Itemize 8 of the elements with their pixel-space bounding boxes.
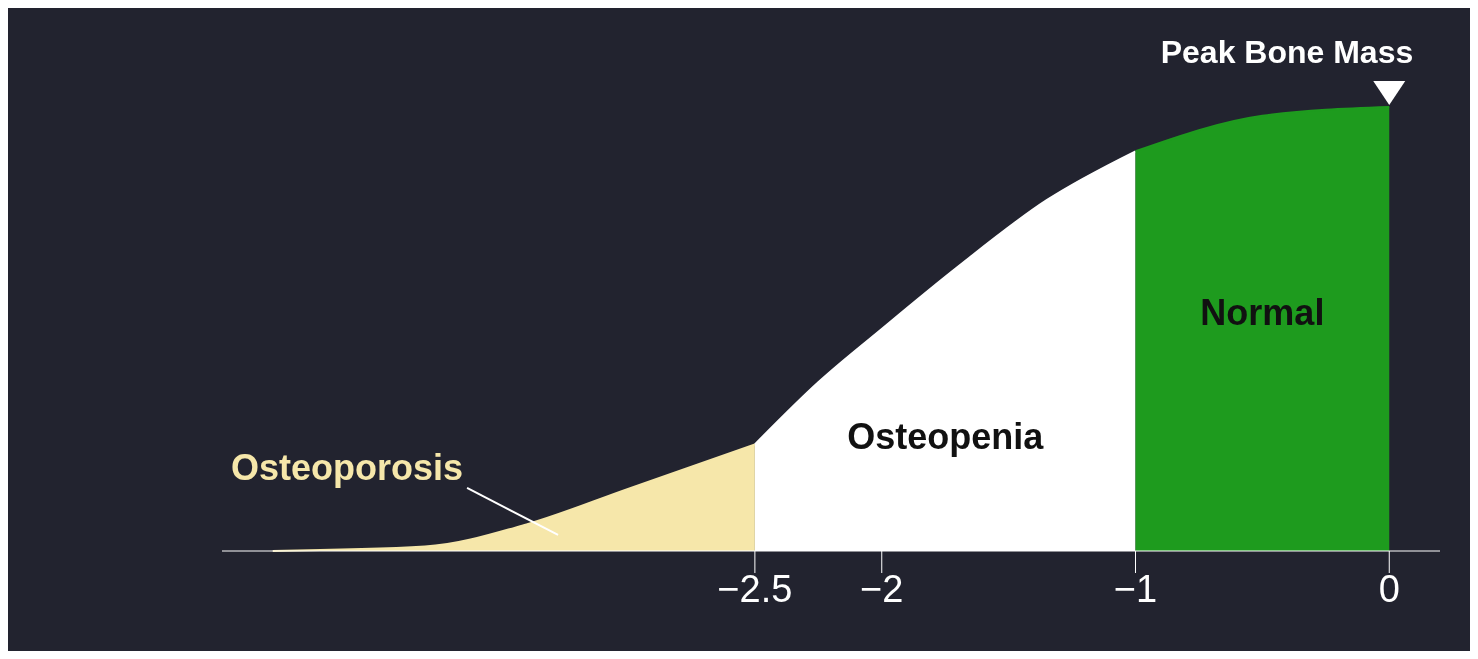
x-tick-label: −1: [1113, 567, 1158, 610]
series-label: Normal: [1200, 291, 1325, 333]
annotation: Peak Bone Mass: [1160, 33, 1414, 70]
x-tick-label: −2: [860, 567, 904, 610]
x-tick-label: −2.5: [717, 567, 793, 610]
x-tick-label: 0: [1378, 567, 1400, 610]
series-label: Osteoporosis: [231, 446, 464, 488]
series-label: Osteopenia: [847, 415, 1045, 457]
